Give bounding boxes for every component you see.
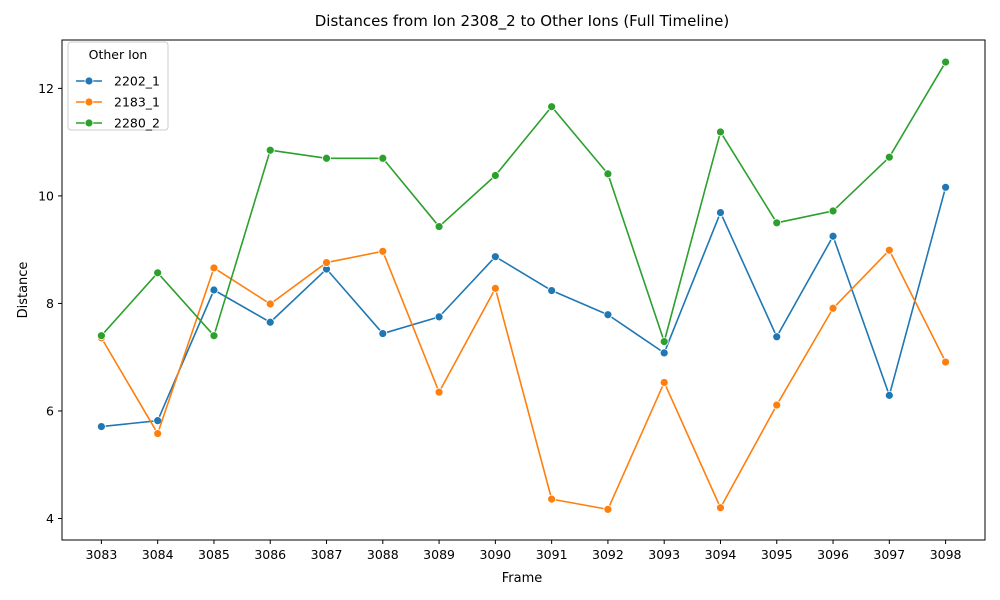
legend-item: 2183_1 [76, 95, 160, 110]
plot-area [61, 39, 986, 541]
data-point [490, 252, 500, 262]
x-tick-label: 3094 [705, 547, 737, 562]
y-tick-label: 12 [38, 81, 54, 96]
y-axis-label: Distance [16, 262, 31, 319]
x-tick-label: 3088 [367, 547, 399, 562]
data-point [547, 286, 557, 295]
data-point [490, 283, 500, 293]
series-2202_1 [96, 182, 951, 431]
data-point [547, 494, 557, 504]
data-point [828, 303, 838, 313]
x-tick-label: 3096 [817, 547, 849, 562]
legend-label: 2202_1 [114, 74, 160, 89]
data-point [603, 310, 613, 320]
data-point [378, 153, 388, 163]
x-tick-label: 3097 [873, 547, 905, 562]
data-point [378, 246, 388, 256]
legend-item: 2202_1 [76, 74, 160, 89]
data-point [716, 208, 725, 217]
x-tick-label: 3083 [85, 547, 117, 562]
data-point [96, 422, 106, 431]
x-tick-label: 3091 [536, 547, 568, 562]
x-axis: 3083 3084 3085 3086 3087 3088 3089 3090 3091 3092… [85, 540, 962, 562]
y-tick-label: 10 [38, 188, 54, 203]
data-point [828, 206, 838, 216]
legend: Other Ion 2202_1 2183_1 2280_2 [67, 41, 169, 131]
series-line [100, 249, 947, 511]
data-point [716, 503, 725, 513]
data-point [828, 231, 838, 241]
x-tick-label: 3089 [423, 547, 455, 562]
y-tick-label: 4 [46, 511, 54, 526]
x-axis-label: Frame [502, 571, 543, 586]
legend-label: 2183_1 [114, 95, 160, 110]
x-tick-label: 3093 [648, 547, 680, 562]
data-point [716, 127, 725, 137]
data-point [96, 331, 106, 341]
data-point [659, 348, 669, 358]
series-layer [96, 57, 951, 514]
series-2280_2 [96, 57, 951, 347]
x-tick-label: 3092 [592, 547, 624, 562]
data-point [378, 329, 388, 338]
data-point [603, 504, 613, 514]
y-tick-label: 6 [46, 403, 54, 418]
data-point [322, 153, 331, 163]
data-point [772, 332, 782, 342]
y-tick-label: 8 [46, 296, 54, 311]
data-point [772, 218, 782, 228]
x-tick-label: 3086 [254, 547, 286, 562]
series-2183_1 [96, 245, 951, 514]
data-point [209, 285, 219, 295]
legend-label: 2280_2 [114, 116, 160, 131]
plot-frame [61, 39, 986, 541]
data-point [322, 258, 331, 267]
legend-swatch-marker [84, 97, 94, 107]
series-line [100, 61, 947, 343]
data-point [884, 152, 894, 162]
x-tick-label: 3085 [198, 547, 230, 562]
x-tick-label: 3095 [761, 547, 793, 562]
data-point [941, 182, 951, 192]
chart-title: Distances from Ion 2308_2 to Other Ions … [315, 12, 730, 31]
data-point [434, 312, 444, 322]
legend-swatch-marker [84, 118, 94, 128]
x-tick-label: 3084 [142, 547, 174, 562]
data-point [659, 337, 669, 347]
x-tick-label: 3098 [930, 547, 962, 562]
data-point [434, 387, 444, 397]
data-point [153, 268, 163, 278]
legend-box [67, 41, 169, 131]
data-point [884, 390, 894, 400]
data-point [772, 400, 782, 410]
data-point [547, 102, 557, 112]
series-line [101, 187, 947, 428]
data-point [434, 222, 444, 231]
data-point [265, 317, 275, 327]
x-tick-label: 3090 [479, 547, 511, 562]
data-point [941, 57, 951, 67]
data-point [265, 145, 275, 155]
data-point [490, 171, 500, 180]
data-point [884, 245, 894, 255]
legend-item: 2280_2 [76, 116, 160, 131]
y-axis: 4 6 8 10 12 [38, 81, 62, 526]
data-point [153, 429, 163, 438]
legend-swatch-marker [84, 76, 94, 86]
data-point [265, 299, 275, 309]
data-point [941, 357, 951, 367]
data-point [209, 331, 219, 341]
data-point [659, 378, 669, 387]
data-point [209, 263, 219, 273]
x-tick-label: 3087 [311, 547, 343, 562]
data-point [603, 169, 613, 179]
legend-title: Other Ion [89, 47, 148, 62]
